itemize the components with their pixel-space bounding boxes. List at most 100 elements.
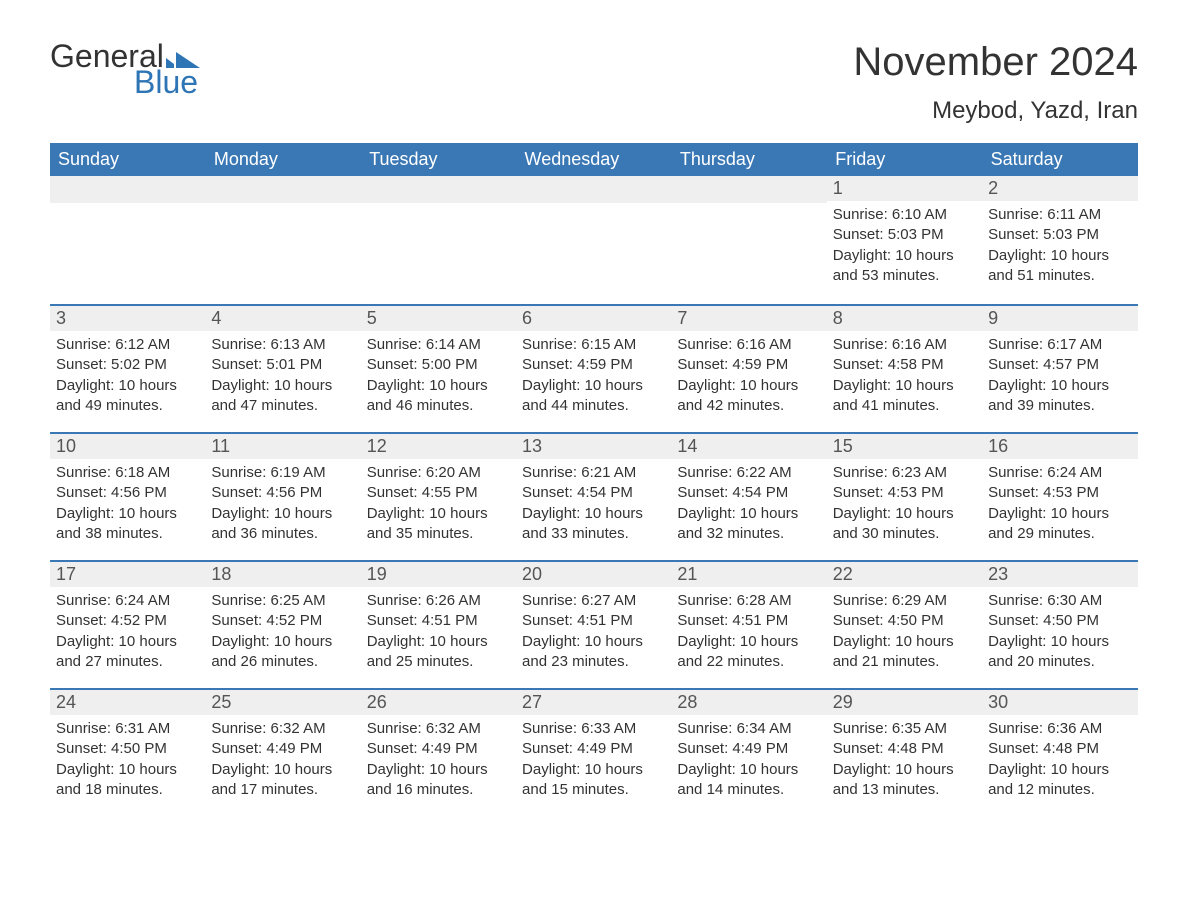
sunrise-text: Sunrise: 6:11 AM <box>988 205 1131 225</box>
day-cell: 26Sunrise: 6:32 AMSunset: 4:49 PMDayligh… <box>361 688 516 816</box>
day-details: Sunrise: 6:12 AMSunset: 5:02 PMDaylight:… <box>50 331 205 424</box>
sunset-text: Sunset: 5:03 PM <box>833 225 976 245</box>
sunrise-text: Sunrise: 6:32 AM <box>211 719 354 739</box>
sunrise-text: Sunrise: 6:36 AM <box>988 719 1131 739</box>
sunrise-text: Sunrise: 6:20 AM <box>367 463 510 483</box>
sunset-text: Sunset: 4:48 PM <box>988 739 1131 759</box>
daylight-text: Daylight: 10 hours and 26 minutes. <box>211 632 354 673</box>
weekday-header: Saturday <box>982 143 1137 176</box>
day-cell: 1Sunrise: 6:10 AMSunset: 5:03 PMDaylight… <box>827 176 982 304</box>
sunset-text: Sunset: 5:03 PM <box>988 225 1131 245</box>
weekday-header: Tuesday <box>361 143 516 176</box>
daylight-text: Daylight: 10 hours and 51 minutes. <box>988 246 1131 287</box>
day-number: 27 <box>516 688 671 715</box>
day-details: Sunrise: 6:14 AMSunset: 5:00 PMDaylight:… <box>361 331 516 424</box>
day-details: Sunrise: 6:10 AMSunset: 5:03 PMDaylight:… <box>827 201 982 294</box>
sunset-text: Sunset: 4:56 PM <box>211 483 354 503</box>
day-number: 8 <box>827 304 982 331</box>
sunset-text: Sunset: 4:51 PM <box>677 611 820 631</box>
day-number: 24 <box>50 688 205 715</box>
sunset-text: Sunset: 4:51 PM <box>367 611 510 631</box>
day-cell: 9Sunrise: 6:17 AMSunset: 4:57 PMDaylight… <box>982 304 1137 432</box>
weekday-header: Friday <box>827 143 982 176</box>
sunset-text: Sunset: 4:57 PM <box>988 355 1131 375</box>
day-details: Sunrise: 6:17 AMSunset: 4:57 PMDaylight:… <box>982 331 1137 424</box>
daylight-text: Daylight: 10 hours and 14 minutes. <box>677 760 820 801</box>
sunrise-text: Sunrise: 6:17 AM <box>988 335 1131 355</box>
sunrise-text: Sunrise: 6:29 AM <box>833 591 976 611</box>
day-cell: 8Sunrise: 6:16 AMSunset: 4:58 PMDaylight… <box>827 304 982 432</box>
day-details: Sunrise: 6:26 AMSunset: 4:51 PMDaylight:… <box>361 587 516 680</box>
day-details: Sunrise: 6:25 AMSunset: 4:52 PMDaylight:… <box>205 587 360 680</box>
day-number: 5 <box>361 304 516 331</box>
daylight-text: Daylight: 10 hours and 35 minutes. <box>367 504 510 545</box>
day-details: Sunrise: 6:34 AMSunset: 4:49 PMDaylight:… <box>671 715 826 808</box>
weekday-header: Wednesday <box>516 143 671 176</box>
sunset-text: Sunset: 4:51 PM <box>522 611 665 631</box>
sunset-text: Sunset: 4:49 PM <box>211 739 354 759</box>
day-number: 29 <box>827 688 982 715</box>
sunset-text: Sunset: 4:54 PM <box>522 483 665 503</box>
day-details: Sunrise: 6:11 AMSunset: 5:03 PMDaylight:… <box>982 201 1137 294</box>
empty-cell <box>671 176 826 304</box>
weekday-header-row: Sunday Monday Tuesday Wednesday Thursday… <box>50 143 1138 176</box>
daylight-text: Daylight: 10 hours and 32 minutes. <box>677 504 820 545</box>
month-title: November 2024 <box>853 40 1138 85</box>
day-number: 3 <box>50 304 205 331</box>
sunset-text: Sunset: 4:55 PM <box>367 483 510 503</box>
sunset-text: Sunset: 4:53 PM <box>988 483 1131 503</box>
sunset-text: Sunset: 4:52 PM <box>211 611 354 631</box>
calendar-row: 3Sunrise: 6:12 AMSunset: 5:02 PMDaylight… <box>50 304 1138 432</box>
day-number: 19 <box>361 560 516 587</box>
sunrise-text: Sunrise: 6:24 AM <box>56 591 199 611</box>
day-cell: 27Sunrise: 6:33 AMSunset: 4:49 PMDayligh… <box>516 688 671 816</box>
calendar-row: 17Sunrise: 6:24 AMSunset: 4:52 PMDayligh… <box>50 560 1138 688</box>
day-number: 18 <box>205 560 360 587</box>
sunrise-text: Sunrise: 6:16 AM <box>677 335 820 355</box>
sunrise-text: Sunrise: 6:15 AM <box>522 335 665 355</box>
daylight-text: Daylight: 10 hours and 12 minutes. <box>988 760 1131 801</box>
daylight-text: Daylight: 10 hours and 47 minutes. <box>211 376 354 417</box>
day-details: Sunrise: 6:29 AMSunset: 4:50 PMDaylight:… <box>827 587 982 680</box>
day-cell: 22Sunrise: 6:29 AMSunset: 4:50 PMDayligh… <box>827 560 982 688</box>
day-details: Sunrise: 6:31 AMSunset: 4:50 PMDaylight:… <box>50 715 205 808</box>
day-number: 9 <box>982 304 1137 331</box>
day-details: Sunrise: 6:16 AMSunset: 4:58 PMDaylight:… <box>827 331 982 424</box>
calendar-row: 24Sunrise: 6:31 AMSunset: 4:50 PMDayligh… <box>50 688 1138 816</box>
weekday-header: Thursday <box>671 143 826 176</box>
daylight-text: Daylight: 10 hours and 41 minutes. <box>833 376 976 417</box>
daylight-text: Daylight: 10 hours and 22 minutes. <box>677 632 820 673</box>
day-details: Sunrise: 6:36 AMSunset: 4:48 PMDaylight:… <box>982 715 1137 808</box>
day-number: 15 <box>827 432 982 459</box>
daylight-text: Daylight: 10 hours and 20 minutes. <box>988 632 1131 673</box>
sunrise-text: Sunrise: 6:33 AM <box>522 719 665 739</box>
daylight-text: Daylight: 10 hours and 53 minutes. <box>833 246 976 287</box>
daylight-text: Daylight: 10 hours and 15 minutes. <box>522 760 665 801</box>
day-cell: 7Sunrise: 6:16 AMSunset: 4:59 PMDaylight… <box>671 304 826 432</box>
day-number: 22 <box>827 560 982 587</box>
daylight-text: Daylight: 10 hours and 18 minutes. <box>56 760 199 801</box>
daylight-text: Daylight: 10 hours and 33 minutes. <box>522 504 665 545</box>
day-number: 23 <box>982 560 1137 587</box>
sunrise-text: Sunrise: 6:26 AM <box>367 591 510 611</box>
day-cell: 20Sunrise: 6:27 AMSunset: 4:51 PMDayligh… <box>516 560 671 688</box>
day-details: Sunrise: 6:22 AMSunset: 4:54 PMDaylight:… <box>671 459 826 552</box>
day-cell: 25Sunrise: 6:32 AMSunset: 4:49 PMDayligh… <box>205 688 360 816</box>
sunset-text: Sunset: 4:58 PM <box>833 355 976 375</box>
day-cell: 18Sunrise: 6:25 AMSunset: 4:52 PMDayligh… <box>205 560 360 688</box>
sunset-text: Sunset: 4:59 PM <box>522 355 665 375</box>
day-cell: 13Sunrise: 6:21 AMSunset: 4:54 PMDayligh… <box>516 432 671 560</box>
day-number: 25 <box>205 688 360 715</box>
sunset-text: Sunset: 4:50 PM <box>833 611 976 631</box>
day-details: Sunrise: 6:19 AMSunset: 4:56 PMDaylight:… <box>205 459 360 552</box>
daylight-text: Daylight: 10 hours and 21 minutes. <box>833 632 976 673</box>
sunrise-text: Sunrise: 6:35 AM <box>833 719 976 739</box>
day-cell: 19Sunrise: 6:26 AMSunset: 4:51 PMDayligh… <box>361 560 516 688</box>
day-details: Sunrise: 6:32 AMSunset: 4:49 PMDaylight:… <box>361 715 516 808</box>
sunset-text: Sunset: 4:50 PM <box>988 611 1131 631</box>
daylight-text: Daylight: 10 hours and 49 minutes. <box>56 376 199 417</box>
sunrise-text: Sunrise: 6:23 AM <box>833 463 976 483</box>
day-number: 26 <box>361 688 516 715</box>
page-header: General Blue November 2024 Meybod, Yazd,… <box>50 40 1138 125</box>
day-cell: 29Sunrise: 6:35 AMSunset: 4:48 PMDayligh… <box>827 688 982 816</box>
